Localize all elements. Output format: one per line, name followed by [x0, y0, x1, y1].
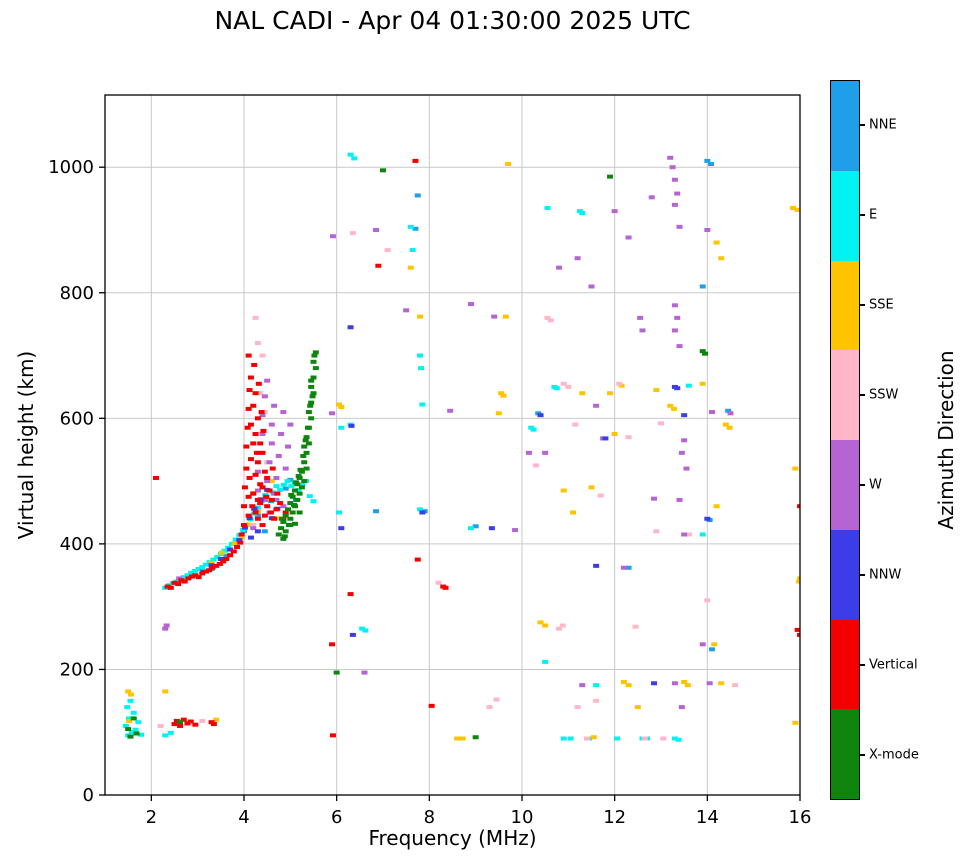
colorbar-label-ssw: SSW [869, 387, 899, 403]
y-axis-label: Virtual height (km) [14, 350, 38, 540]
colorbar-tick [860, 304, 865, 306]
colorbar-label-e: E [869, 207, 878, 223]
y-tick-label: 1000 [48, 157, 94, 178]
y-tick-label: 200 [60, 659, 94, 680]
colorbar-tick [860, 754, 865, 756]
colorbar-tick [860, 124, 865, 126]
colorbar [830, 80, 860, 800]
colorbar-title: Azimuth Direction [934, 350, 958, 530]
series-vertical [152, 158, 800, 738]
series-nnw [200, 325, 711, 686]
series-e [122, 152, 706, 742]
x-tick-label: 8 [424, 807, 435, 828]
colorbar-tick [860, 664, 865, 666]
scatter-points [122, 152, 800, 742]
colorbar-block-vertical [831, 619, 859, 710]
colorbar-tick [860, 574, 865, 576]
colorbar-block-e [831, 170, 859, 261]
grid-lines [105, 95, 801, 796]
colorbar-tick [860, 484, 865, 486]
y-tick-label: 0 [83, 785, 94, 806]
colorbar-label-x-mode: X-mode [869, 747, 919, 763]
series-ssw [157, 231, 739, 741]
x-tick-label: 6 [331, 807, 342, 828]
chart-title: NAL CADI - Apr 04 01:30:00 2025 UTC [214, 6, 691, 35]
series-nne [208, 158, 732, 652]
series-sse [125, 162, 800, 741]
series-x-mode [125, 168, 709, 740]
colorbar-block-x-mode [831, 709, 859, 799]
colorbar-label-sse: SSE [869, 297, 894, 313]
colorbar-label-nne: NNE [869, 117, 897, 133]
colorbar-tick [860, 214, 865, 216]
colorbar-label-nnw: NNW [869, 567, 902, 583]
x-tick-label: 4 [238, 807, 249, 828]
y-tick-label: 800 [60, 283, 94, 304]
plot-frame [104, 94, 801, 796]
colorbar-label-w: W [869, 477, 882, 493]
y-tick-label: 600 [60, 408, 94, 429]
x-tick-label: 10 [511, 807, 534, 828]
colorbar-block-nne [831, 81, 859, 171]
x-tick-label: 16 [789, 807, 812, 828]
x-tick-label: 14 [696, 807, 719, 828]
colorbar-block-ssw [831, 350, 859, 440]
x-tick-label: 12 [603, 807, 626, 828]
series-w [162, 155, 734, 710]
axis-ticks: 2 4 6 8 10 12 14 16 0 200 400 600 800 1000 [48, 157, 811, 828]
colorbar-block-sse [831, 260, 859, 351]
x-tick-label: 2 [146, 807, 157, 828]
colorbar-block-w [831, 440, 859, 530]
colorbar-label-vertical: Vertical [869, 657, 918, 673]
y-tick-label: 400 [60, 534, 94, 555]
colorbar-block-nnw [831, 529, 859, 620]
x-axis-label: Frequency (MHz) [368, 826, 537, 850]
colorbar-tick [860, 394, 865, 396]
